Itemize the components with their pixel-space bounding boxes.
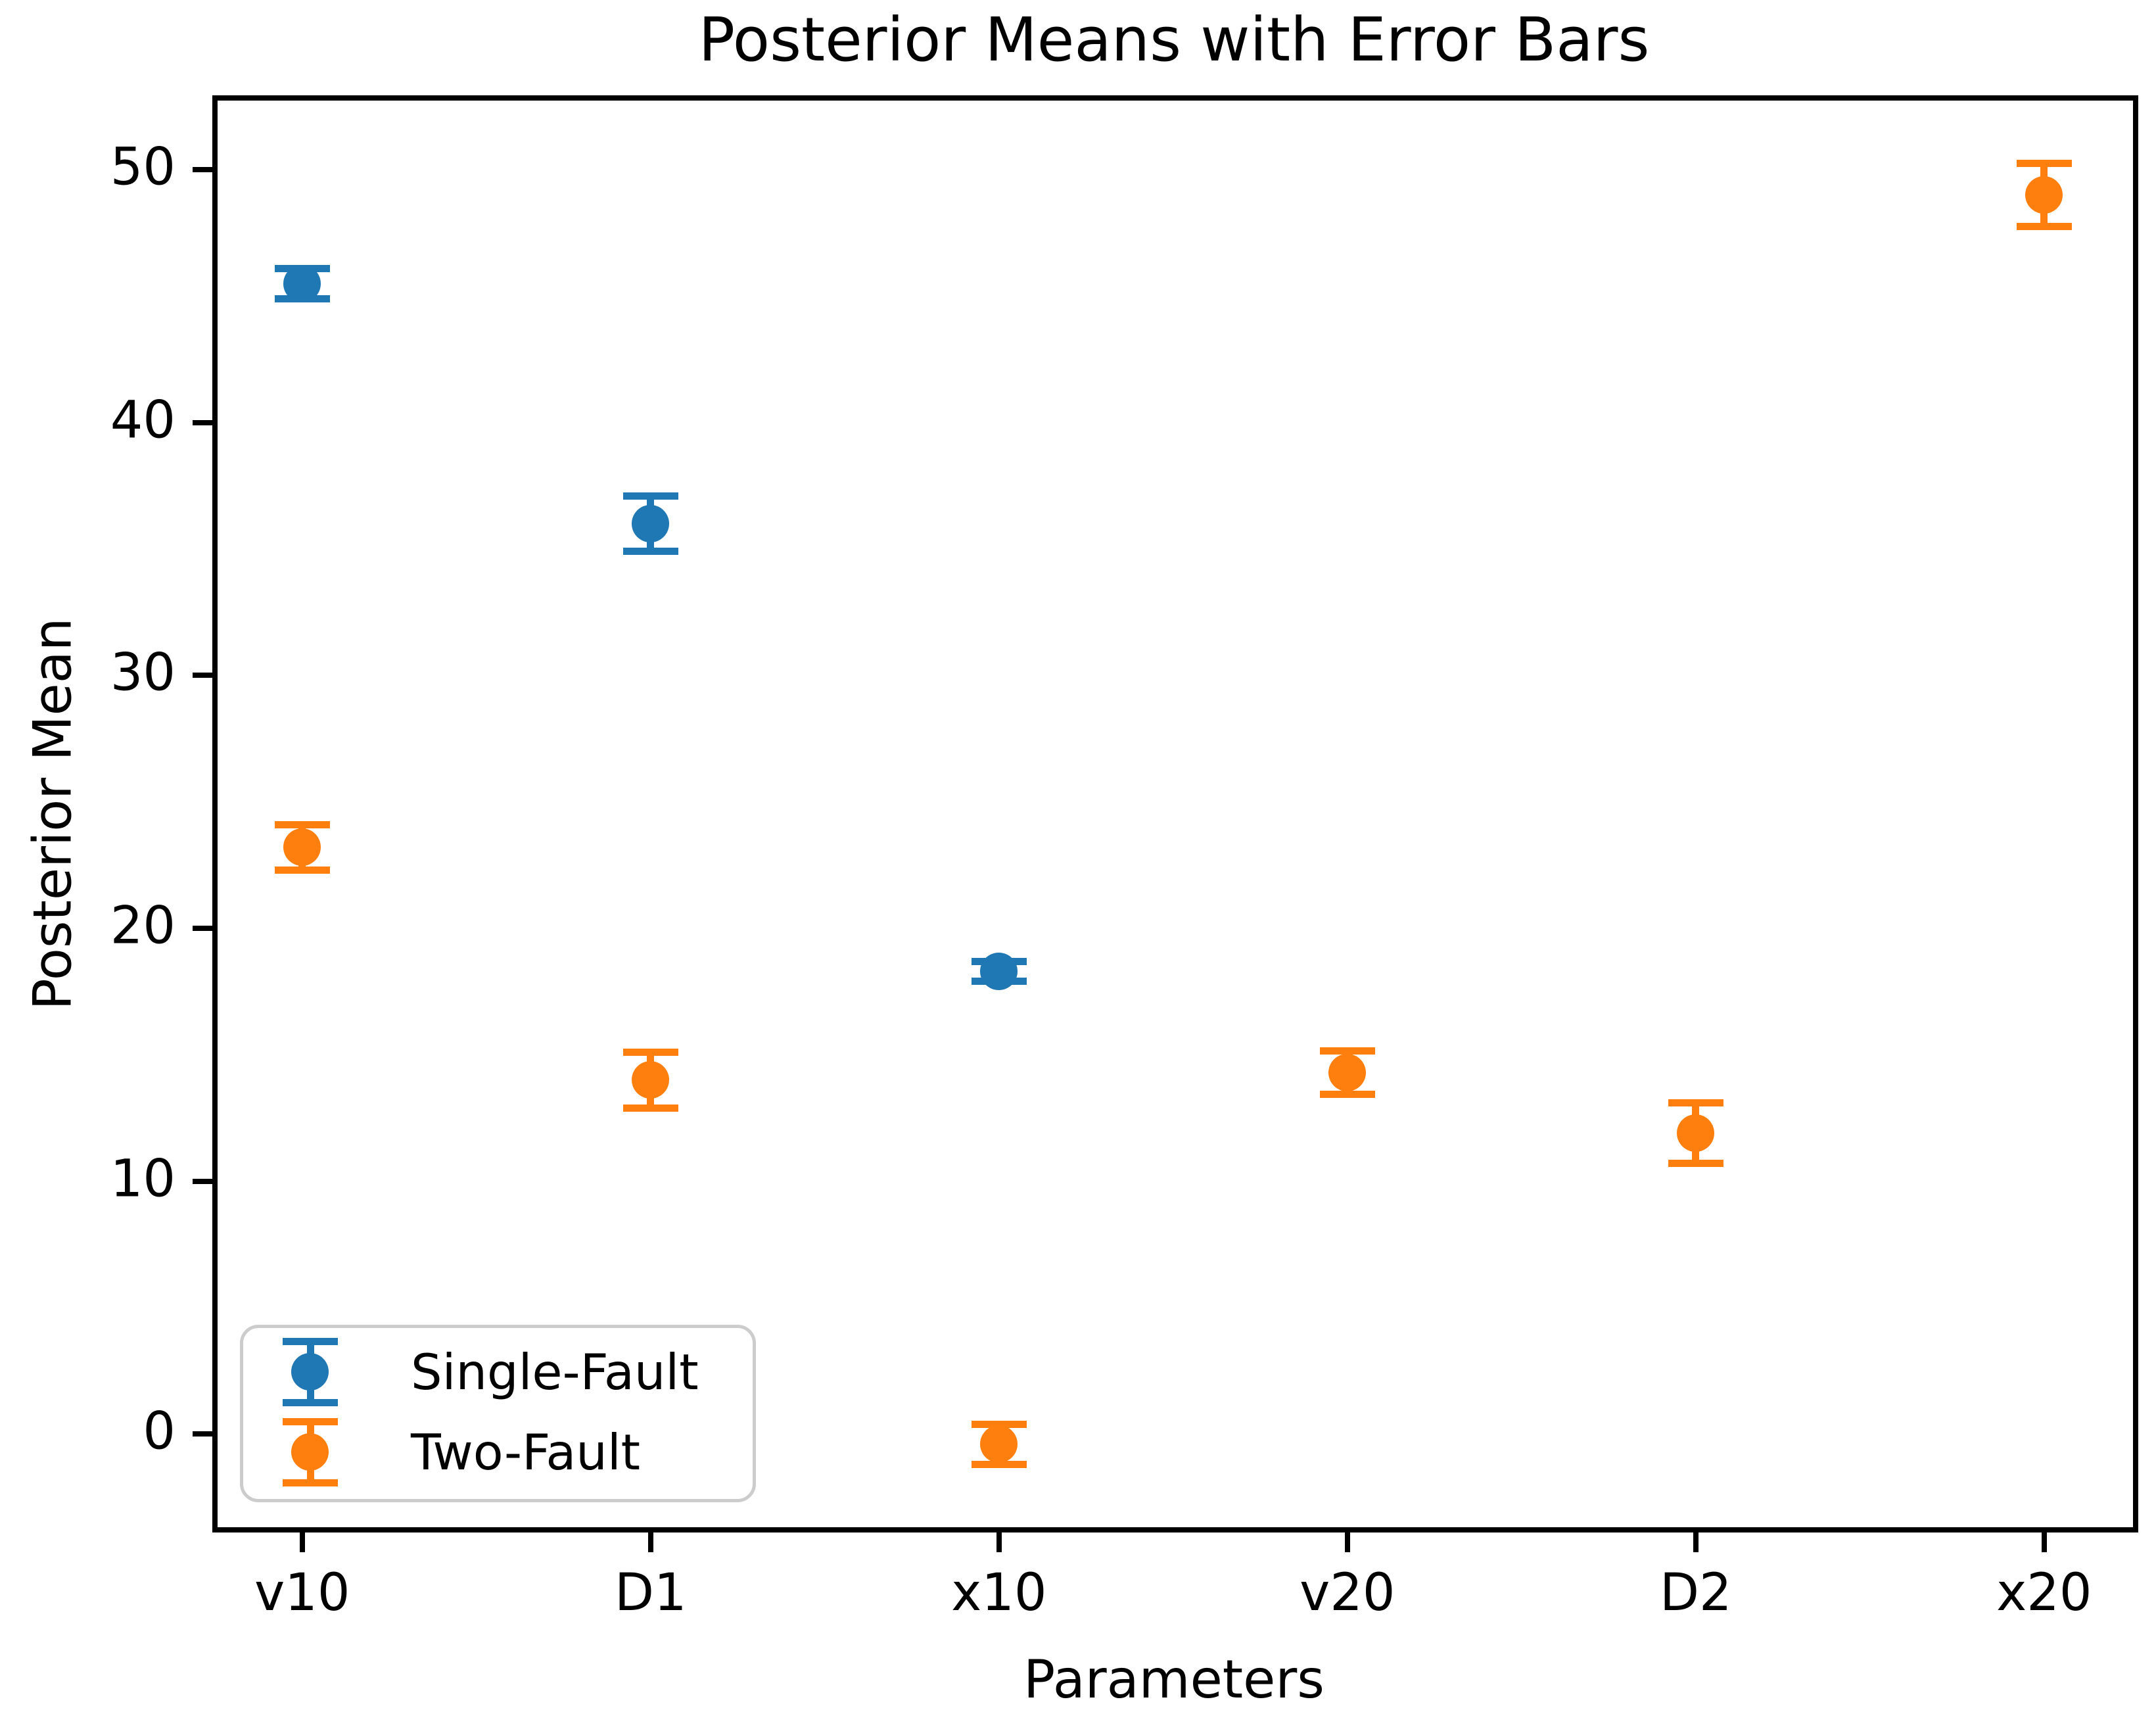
errorbar-cap (622, 1049, 678, 1057)
y-tick (193, 673, 212, 678)
y-tick (193, 1178, 212, 1184)
legend-item-single-fault: Single-Fault (243, 1329, 753, 1415)
x-tick-label: D1 (614, 1563, 687, 1623)
data-point-two-fault-v10 (283, 828, 321, 867)
x-tick (996, 1532, 1002, 1552)
y-tick-label: 0 (143, 1402, 176, 1461)
data-point-single-fault-v10 (283, 264, 321, 302)
errorbar-cap (622, 548, 678, 556)
x-tick (2041, 1532, 2047, 1552)
y-tick-label: 20 (110, 896, 176, 956)
y-tick (193, 167, 212, 173)
legend: Single-Fault Two-Fault (240, 1325, 756, 1502)
errorbar-marker-icon (281, 1338, 340, 1406)
legend-label: Single-Fault (411, 1343, 699, 1401)
y-tick-label: 10 (110, 1149, 176, 1209)
y-tick (193, 926, 212, 932)
x-tick-label: v10 (254, 1563, 350, 1623)
errorbar-cap (2016, 159, 2072, 167)
errorbar-cap (1668, 1160, 1723, 1168)
errorbar-cap (283, 1479, 338, 1486)
x-tick-label: x20 (1996, 1563, 2092, 1623)
errorbar-cap (622, 492, 678, 500)
data-point-two-fault-D1 (632, 1061, 670, 1099)
x-tick-label: x10 (951, 1563, 1047, 1623)
errorbar-cap (274, 867, 330, 874)
y-tick-label: 30 (110, 643, 176, 703)
marker-dot (291, 1433, 329, 1471)
errorbar-cap (2016, 223, 2072, 231)
x-axis-label: Parameters (1023, 1649, 1324, 1710)
data-point-single-fault-x10 (980, 952, 1018, 990)
y-tick (193, 419, 212, 425)
errorbar-cap (1319, 1090, 1375, 1098)
errorbar-cap (1319, 1047, 1375, 1055)
y-tick-label: 50 (110, 137, 176, 197)
y-tick-label: 40 (110, 391, 176, 450)
x-tick (647, 1532, 653, 1552)
errorbar-marker-icon (281, 1418, 340, 1486)
errorbar-cap (274, 820, 330, 828)
x-tick (1344, 1532, 1350, 1552)
data-point-two-fault-x10 (980, 1425, 1018, 1463)
errorbar-cap (622, 1104, 678, 1112)
chart-title: Posterior Means with Error Bars (698, 5, 1650, 75)
y-tick (193, 1431, 212, 1437)
x-tick-label: D2 (1659, 1563, 1732, 1623)
x-tick (299, 1532, 305, 1552)
errorbar-cap (283, 1399, 338, 1406)
data-point-two-fault-D2 (1677, 1114, 1715, 1152)
errorbar-cap (971, 1461, 1027, 1469)
legend-item-two-fault: Two-Fault (243, 1410, 753, 1495)
legend-label: Two-Fault (411, 1423, 641, 1481)
x-tick-label: v20 (1300, 1563, 1395, 1623)
errorbar-cap (971, 1420, 1027, 1428)
plot-area (212, 95, 2138, 1532)
data-point-two-fault-v20 (1328, 1053, 1367, 1091)
errorbar-cap (1668, 1099, 1723, 1106)
data-point-single-fault-D1 (632, 505, 670, 543)
marker-dot (291, 1353, 329, 1390)
data-point-two-fault-x20 (2025, 176, 2063, 214)
x-tick (1693, 1532, 1699, 1552)
